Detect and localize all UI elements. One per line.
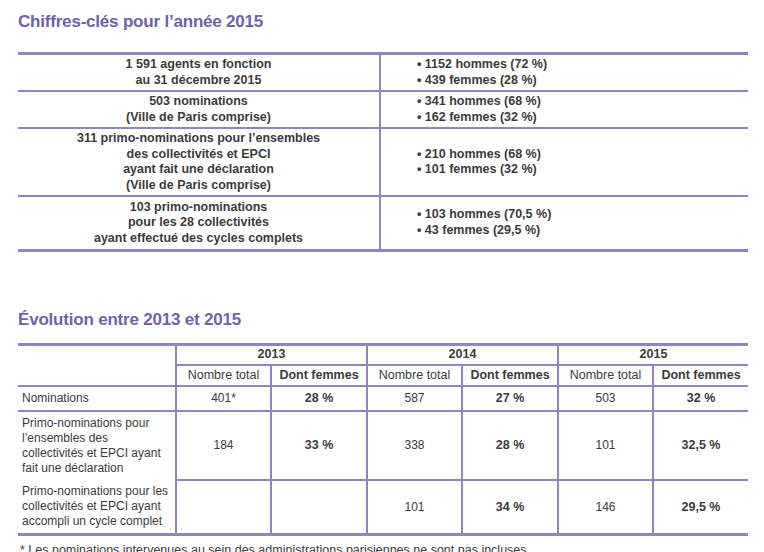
value-nombre-total: 401* [176, 386, 271, 411]
key-figure-breakdown: • 341 hommes (68 %) • 162 femmes (32 %) [380, 91, 748, 128]
evolution-row-primo-declaration: Primo-nominations pour l’ensembles des c… [18, 411, 748, 480]
subheader-dont-femmes: Dont femmes [271, 365, 367, 386]
value-nombre-total: 101 [558, 411, 653, 480]
subheader-nombre-total: Nombre total [558, 365, 653, 386]
key-figure-breakdown: • 103 hommes (70,5 %) • 43 femmes (29,5 … [380, 196, 748, 250]
key-figures-row: 311 primo-nominations pour l’ensembles d… [18, 128, 748, 196]
value-nombre-total: 146 [558, 480, 653, 535]
value-nombre-total [176, 480, 271, 535]
evolution-row-nominations: Nominations 401* 28 % 587 27 % 503 32 % [18, 386, 748, 411]
value-dont-femmes [271, 480, 367, 535]
key-figures-row: 1 591 agents en fonction au 31 décembre … [18, 54, 748, 92]
corner-cell [18, 344, 176, 386]
evolution-table: 2013 2014 2015 Nombre total Dont femmes … [18, 343, 748, 537]
evolution-row-primo-cycle-complet: Primo-nominations pour les collectivités… [18, 480, 748, 535]
value-nombre-total: 503 [558, 386, 653, 411]
year-header-row: 2013 2014 2015 [18, 344, 748, 365]
value-dont-femmes: 29,5 % [653, 480, 748, 535]
value-dont-femmes: 33 % [271, 411, 367, 480]
key-figures-row: 103 primo-nominations pour les 28 collec… [18, 196, 748, 250]
value-nombre-total: 338 [367, 411, 462, 480]
row-label: Primo-nominations pour les collectivités… [18, 480, 176, 535]
value-dont-femmes: 28 % [462, 411, 558, 480]
subheader-nombre-total: Nombre total [367, 365, 462, 386]
year-header-2015: 2015 [558, 344, 748, 365]
footnote: * Les nominations intervenues au sein de… [20, 543, 748, 552]
key-figures-row: 503 nominations (Ville de Paris comprise… [18, 91, 748, 128]
key-figure-description: 503 nominations (Ville de Paris comprise… [18, 91, 380, 128]
key-figure-description: 1 591 agents en fonction au 31 décembre … [18, 54, 380, 92]
key-figure-description: 311 primo-nominations pour l’ensembles d… [18, 128, 380, 196]
value-dont-femmes: 32 % [653, 386, 748, 411]
section-title-evolution: Évolution entre 2013 et 2015 [18, 310, 748, 330]
key-figure-description: 103 primo-nominations pour les 28 collec… [18, 196, 380, 250]
row-label: Nominations [18, 386, 176, 411]
value-nombre-total: 587 [367, 386, 462, 411]
value-nombre-total: 101 [367, 480, 462, 535]
key-figure-breakdown: • 1152 hommes (72 %) • 439 femmes (28 %) [380, 54, 748, 92]
document-page: Chiffres-clés pour l’année 2015 1 591 ag… [0, 0, 764, 552]
subheader-nombre-total: Nombre total [176, 365, 271, 386]
key-figure-breakdown: • 210 hommes (68 %) • 101 femmes (32 %) [380, 128, 748, 196]
section-title-chiffres-cles: Chiffres-clés pour l’année 2015 [18, 12, 748, 32]
subheader-dont-femmes: Dont femmes [653, 365, 748, 386]
value-dont-femmes: 34 % [462, 480, 558, 535]
value-dont-femmes: 28 % [271, 386, 367, 411]
subheader-dont-femmes: Dont femmes [462, 365, 558, 386]
year-header-2014: 2014 [367, 344, 558, 365]
key-figures-table: 1 591 agents en fonction au 31 décembre … [18, 52, 748, 252]
value-dont-femmes: 32,5 % [653, 411, 748, 480]
value-dont-femmes: 27 % [462, 386, 558, 411]
row-label: Primo-nominations pour l’ensembles des c… [18, 411, 176, 480]
year-header-2013: 2013 [176, 344, 367, 365]
value-nombre-total: 184 [176, 411, 271, 480]
